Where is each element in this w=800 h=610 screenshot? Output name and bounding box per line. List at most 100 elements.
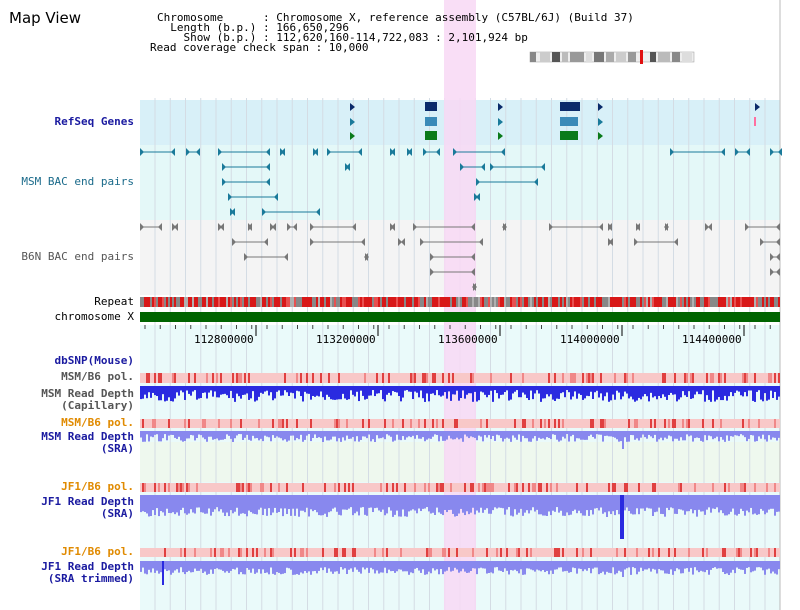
msm-depth-cap-bar [268, 386, 270, 396]
msm-b6-pol-sra-segment [532, 419, 534, 428]
msm-depth-sra-bar [410, 431, 412, 438]
jf1-depth-sra-bar [448, 495, 450, 510]
b6n-bac-end-pairs-label[interactable]: B6N BAC end pairs [21, 250, 134, 263]
jf1-b6-pol-trim-segment [168, 548, 170, 557]
jf1-b6-pol-trim-segment [756, 548, 758, 557]
jf1-b6-pol-trim-segment [342, 548, 344, 557]
msm-depth-sra-bar [622, 431, 624, 449]
jf1-depth-sra-bar [758, 495, 760, 515]
msm-b6-pol-label[interactable]: MSM/B6 pol. [61, 370, 134, 383]
msm-read-depth-sra-label[interactable]: MSM Read Depth (SRA) [41, 430, 134, 455]
repeat-segment [574, 297, 576, 307]
msm-depth-cap-bar [340, 386, 342, 400]
jf1-depth-sra-bar [648, 495, 650, 509]
msm-depth-cap-bar [452, 386, 454, 395]
msm-b6-pol-sra-label[interactable]: MSM/B6 pol. [61, 416, 134, 429]
msm-depth-sra-bar [730, 431, 732, 437]
jf1-b6-pol-segment [262, 483, 264, 492]
jf1-depth-sra-bar [552, 495, 554, 511]
jf1-depth-trim-bar [222, 561, 224, 571]
jf1-b6-pol-trim-segment [262, 548, 264, 557]
refseq-genes-label[interactable]: RefSeq Genes [54, 115, 134, 128]
msm-b6-pol-sra-segment [492, 419, 494, 428]
msm-depth-sra-bar [650, 431, 652, 437]
msm-depth-sra-bar [626, 431, 628, 442]
msm-b6-pol-segment [584, 373, 586, 383]
jf1-depth-sra-bar [608, 495, 610, 512]
msm-b6-pol-sra-segment [526, 419, 528, 428]
jf1-depth-sra-bar [614, 495, 616, 516]
msm-b6-pol-segment [712, 373, 714, 383]
msm-b6-pol-segment [610, 373, 612, 383]
repeat-segment [572, 297, 574, 307]
jf1-depth-sra-bar [254, 495, 256, 515]
jf1-b6-pol-trim-segment [762, 548, 764, 557]
repeat-segment [196, 297, 198, 307]
msm-depth-cap-bar [194, 386, 196, 391]
jf1-b6-pol-segment [152, 483, 154, 492]
msm-b6-pol-sra-segment [686, 419, 688, 428]
msm-b6-pol-segment [620, 373, 622, 383]
repeat-segment [614, 297, 616, 307]
b6n-bac-pair-end [471, 253, 475, 261]
jf1-b6-pol-segment [190, 483, 192, 492]
jf1-depth-sra-bar [256, 495, 258, 515]
msm-depth-sra-bar [200, 431, 202, 436]
jf1-b6-pol-label[interactable]: JF1/B6 pol. [61, 480, 134, 493]
jf1-b6-pol-segment [186, 483, 188, 492]
msm-depth-sra-bar [294, 431, 296, 441]
jf1-b6-pol-trim-segment [768, 548, 770, 557]
msm-depth-cap-bar [150, 386, 152, 398]
msm-depth-sra-bar [338, 431, 340, 439]
dbsnp-label[interactable]: dbSNP(Mouse) [54, 354, 134, 367]
jf1-b6-pol-segment [256, 483, 258, 492]
repeat-segment [404, 297, 406, 307]
msm-b6-pol-sra-segment [302, 419, 304, 428]
jf1-depth-trim-bar [706, 561, 708, 570]
repeat-segment [220, 297, 222, 307]
msm-b6-pol-segment [692, 373, 694, 383]
jf1-read-depth-trimmed-label[interactable]: JF1 Read Depth (SRA trimmed) [41, 560, 134, 585]
msm-read-depth-capillary-label[interactable]: MSM Read Depth (Capillary) [41, 387, 134, 412]
msm-b6-pol-segment [466, 373, 468, 383]
gene-marker [498, 118, 503, 126]
jf1-depth-trim-bar [452, 561, 454, 571]
jf1-b6-pol-trim-segment [590, 548, 592, 557]
msm-depth-sra-bar [446, 431, 448, 440]
jf1-trim-spike [162, 561, 164, 585]
msm-depth-sra-bar [290, 431, 292, 436]
jf1-depth-sra-bar [458, 495, 460, 514]
msm-b6-pol-segment [142, 373, 144, 383]
msm-b6-pol-sra-segment [734, 419, 736, 428]
jf1-b6-pol-trim-segment [600, 548, 602, 557]
jf1-b6-pol-trim-segment [388, 548, 390, 557]
jf1-depth-sra-bar [194, 495, 196, 514]
repeat-segment [448, 297, 450, 307]
b6n-bac-pair-end [264, 238, 268, 246]
jf1-b6-pol-trimmed-label[interactable]: JF1/B6 pol. [61, 545, 134, 558]
repeat-segment [550, 297, 552, 307]
jf1-depth-sra-bar [272, 495, 274, 513]
repeat-segment [408, 297, 410, 307]
msm-bac-pair-end [186, 148, 190, 156]
gene-block [560, 117, 578, 126]
msm-b6-pol-sra-segment [522, 419, 524, 428]
jf1-b6-pol-segment [744, 483, 746, 492]
jf1-depth-sra-bar [674, 495, 676, 514]
jf1-b6-pol-segment [550, 483, 552, 492]
jf1-depth-trim-bar [720, 561, 722, 569]
msm-b6-pol-segment [338, 373, 340, 383]
msm-depth-cap-bar [262, 386, 264, 394]
msm-b6-pol-sra-segment [616, 419, 618, 428]
msm-depth-sra-bar [728, 431, 730, 441]
jf1-read-depth-sra-label[interactable]: JF1 Read Depth (SRA) [41, 495, 134, 520]
repeat-segment [230, 297, 232, 307]
msm-bac-end-pairs-label[interactable]: MSM BAC end pairs [21, 175, 134, 188]
repeat-segment [298, 297, 300, 307]
msm-b6-pol-segment [160, 373, 162, 383]
msm-b6-pol-sra-segment [214, 419, 216, 428]
repeat-segment [198, 297, 200, 307]
msm-b6-pol-segment [580, 373, 582, 383]
msm-b6-pol-segment [324, 373, 326, 383]
